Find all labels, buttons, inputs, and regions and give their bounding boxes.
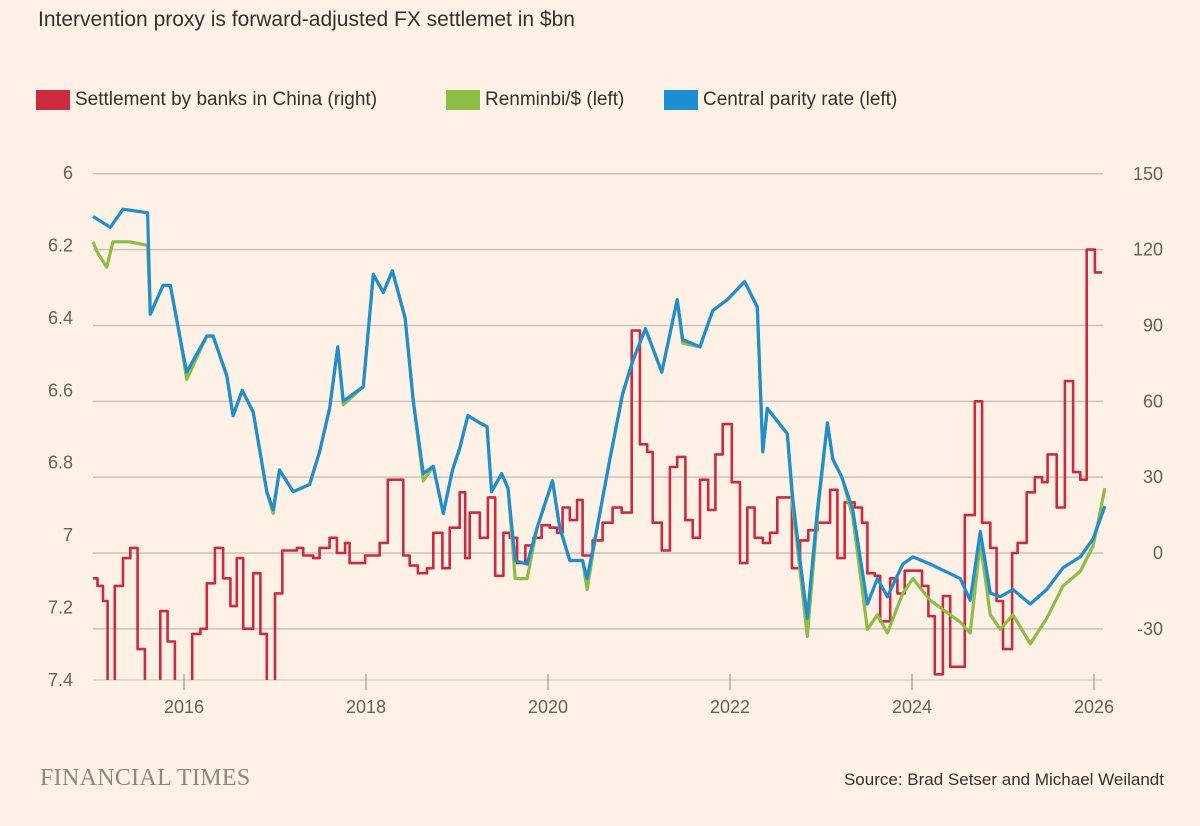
legend-label: Settlement by banks in China (right)	[75, 89, 378, 110]
x-axis-tick-label: 2026	[1074, 697, 1114, 717]
source-note: Source: Brad Setser and Michael Weilandt	[843, 770, 1164, 789]
left-axis-tick-label: 6	[63, 163, 73, 183]
x-axis-tick-label: 2016	[164, 697, 204, 717]
x-axis-tick-label: 2018	[346, 697, 386, 717]
legend-swatch-green	[446, 90, 480, 110]
right-axis-tick-label: 0	[1153, 543, 1163, 563]
legend-label: Renminbi/$ (left)	[485, 89, 625, 110]
right-axis-tick-label: 150	[1133, 164, 1163, 184]
right-axis-tick-label: 60	[1143, 391, 1163, 411]
legend-item-renminbi: Renminbi/$ (left)	[446, 89, 624, 111]
legend-item-settlement: Settlement by banks in China (right)	[36, 89, 377, 111]
legend-label: Central parity rate (left)	[703, 89, 898, 110]
chart-title: Intervention proxy is forward-adjusted F…	[38, 8, 575, 31]
series-renminbi-line	[91, 240, 1107, 646]
left-axis-tick-label: 6.2	[48, 235, 73, 255]
series-central-parity-line	[92, 207, 1107, 620]
right-axis-tick-label: 120	[1133, 240, 1163, 260]
legend-swatch-red	[36, 90, 70, 110]
legend-item-central-parity: Central parity rate (left)	[664, 89, 897, 111]
right-axis-tick-label: 90	[1143, 315, 1163, 335]
left-axis-tick-label: 7	[63, 525, 73, 545]
left-axis-tick-label: 7.4	[48, 670, 73, 690]
x-axis-tick-label: 2022	[710, 697, 750, 717]
ft-logo: FINANCIAL TIMES	[40, 765, 251, 791]
left-axis-tick-label: 6.6	[48, 380, 73, 400]
left-axis-tick-label: 7.2	[48, 598, 73, 618]
legend-swatch-blue	[664, 90, 698, 110]
x-axis-tick-label: 2024	[892, 697, 932, 717]
right-axis-tick-label: 30	[1143, 467, 1163, 487]
x-axis-tick-label: 2020	[528, 697, 568, 717]
series-settlement-line	[93, 248, 1103, 680]
left-axis-tick-label: 6.8	[48, 453, 73, 473]
right-axis-tick-label: -30	[1137, 619, 1163, 639]
left-axis-tick-label: 6.4	[48, 308, 73, 328]
